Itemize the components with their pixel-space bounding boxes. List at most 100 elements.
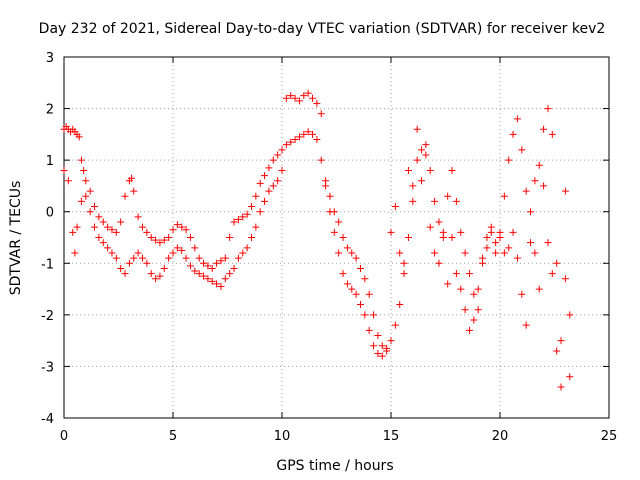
y-tick-label: 0 xyxy=(46,206,54,221)
data-point xyxy=(300,130,308,138)
data-point xyxy=(505,156,513,164)
data-point xyxy=(518,146,526,154)
data-point xyxy=(234,254,242,262)
data-point xyxy=(513,115,521,123)
data-point xyxy=(483,234,491,241)
data-point xyxy=(73,223,81,231)
data-point xyxy=(391,321,399,329)
data-point xyxy=(496,234,504,241)
data-point xyxy=(112,228,120,236)
data-point xyxy=(60,166,68,174)
data-point xyxy=(99,239,107,247)
x-tick-label: 25 xyxy=(601,429,618,444)
data-point xyxy=(186,234,194,241)
data-point xyxy=(452,197,460,205)
data-point xyxy=(444,192,452,200)
x-tick-label: 10 xyxy=(274,429,291,444)
y-tick-label: -2 xyxy=(41,309,54,324)
data-point xyxy=(540,182,548,190)
data-point xyxy=(195,270,203,278)
data-point xyxy=(173,244,181,252)
data-point xyxy=(426,166,434,174)
data-point xyxy=(352,254,360,262)
data-point xyxy=(313,99,321,107)
data-point xyxy=(448,166,456,174)
data-point xyxy=(226,234,234,241)
data-point xyxy=(474,306,482,314)
data-point xyxy=(95,234,103,241)
data-point xyxy=(147,270,155,278)
data-point xyxy=(134,249,142,257)
data-point xyxy=(143,228,151,236)
data-point xyxy=(544,105,552,113)
data-point xyxy=(348,249,356,257)
data-point xyxy=(483,244,491,252)
data-point xyxy=(531,249,539,257)
data-point xyxy=(374,350,382,358)
data-point xyxy=(160,236,168,244)
data-point xyxy=(256,208,264,216)
data-point xyxy=(378,352,386,360)
data-point xyxy=(356,264,364,272)
data-point xyxy=(527,208,535,216)
data-point xyxy=(391,203,399,211)
data-point xyxy=(400,259,408,267)
data-point xyxy=(309,94,317,102)
data-point xyxy=(370,311,378,319)
data-point xyxy=(304,89,312,97)
data-point xyxy=(492,249,500,257)
data-point xyxy=(125,259,133,267)
x-tick-label: 20 xyxy=(492,429,509,444)
y-tick-label: 3 xyxy=(46,51,54,66)
data-point xyxy=(487,228,495,236)
data-point xyxy=(152,236,160,244)
data-point xyxy=(282,141,290,149)
data-point xyxy=(182,226,190,234)
data-point xyxy=(452,270,460,278)
data-point xyxy=(300,92,308,100)
data-point xyxy=(77,156,85,164)
data-point xyxy=(156,239,164,247)
data-point xyxy=(322,182,330,190)
data-point xyxy=(531,177,539,185)
data-point xyxy=(404,234,412,241)
data-point xyxy=(400,270,408,278)
y-axis: -4 -3 -2 -1 0 1 2 3 xyxy=(41,51,609,427)
y-tick-label: 1 xyxy=(46,154,54,169)
data-point xyxy=(252,223,260,231)
data-point xyxy=(169,226,177,234)
data-point xyxy=(348,285,356,293)
data-point xyxy=(265,187,273,195)
data-point xyxy=(104,223,112,231)
data-point xyxy=(540,125,548,133)
data-point xyxy=(99,218,107,226)
data-point xyxy=(182,254,190,262)
data-point xyxy=(134,213,142,221)
data-point xyxy=(287,92,295,100)
data-point xyxy=(313,136,321,144)
data-point xyxy=(557,337,565,345)
data-point xyxy=(243,244,251,252)
data-point xyxy=(335,218,343,226)
data-point xyxy=(509,130,517,138)
data-point xyxy=(108,249,116,257)
data-point xyxy=(418,146,426,154)
data-point xyxy=(178,246,186,254)
data-point xyxy=(522,187,530,195)
data-point xyxy=(147,234,155,241)
data-point xyxy=(518,290,526,298)
data-point xyxy=(365,326,373,334)
data-point xyxy=(165,254,173,262)
data-point xyxy=(130,254,138,262)
data-point xyxy=(474,285,482,293)
data-point xyxy=(108,226,116,234)
x-axis-label: GPS time / hours xyxy=(276,458,393,474)
data-point xyxy=(361,275,369,283)
data-point xyxy=(77,197,85,205)
data-point xyxy=(470,290,478,298)
data-point xyxy=(282,94,290,102)
data-point xyxy=(178,223,186,231)
data-point xyxy=(457,285,465,293)
data-point xyxy=(339,234,347,241)
data-point xyxy=(522,321,530,329)
